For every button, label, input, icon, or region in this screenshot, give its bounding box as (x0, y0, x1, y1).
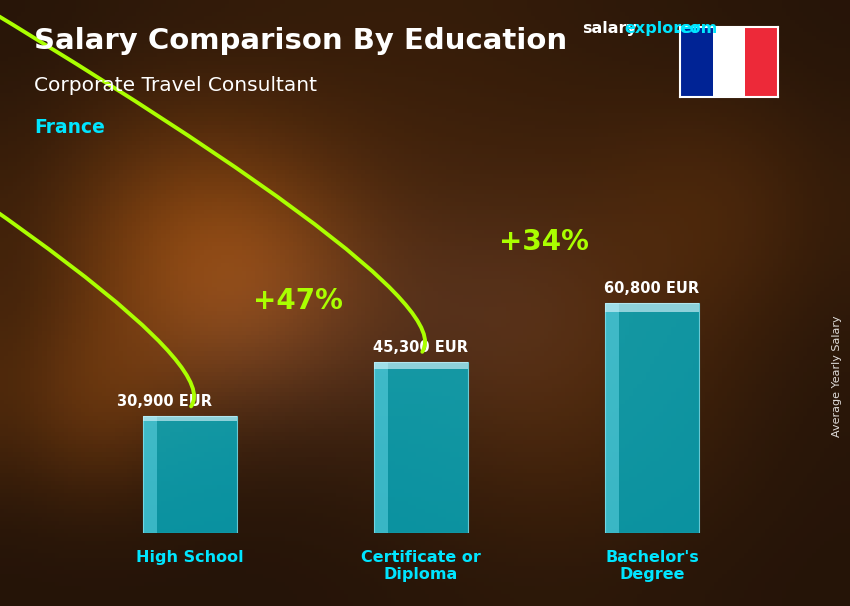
Bar (680, 27, 712, 97)
Text: 45,300 EUR: 45,300 EUR (373, 340, 468, 355)
Bar (374, 362, 388, 533)
Text: Salary Comparison By Education: Salary Comparison By Education (34, 27, 567, 55)
Text: .com: .com (674, 21, 717, 36)
Text: +47%: +47% (253, 287, 343, 315)
Text: 60,800 EUR: 60,800 EUR (604, 281, 700, 296)
Text: 30,900 EUR: 30,900 EUR (117, 395, 212, 410)
Bar (143, 416, 156, 533)
Text: +34%: +34% (499, 228, 588, 256)
Bar (605, 303, 699, 533)
Bar (374, 362, 468, 533)
Bar (605, 303, 699, 312)
Bar (605, 303, 619, 533)
Bar (374, 362, 468, 368)
Bar (143, 416, 236, 533)
Bar (745, 27, 778, 97)
Text: France: France (34, 118, 105, 137)
Text: Average Yearly Salary: Average Yearly Salary (832, 315, 842, 436)
Text: salary: salary (582, 21, 638, 36)
Text: Corporate Travel Consultant: Corporate Travel Consultant (34, 76, 317, 95)
Bar (143, 416, 236, 421)
Text: explorer: explorer (625, 21, 701, 36)
Bar (712, 27, 745, 97)
